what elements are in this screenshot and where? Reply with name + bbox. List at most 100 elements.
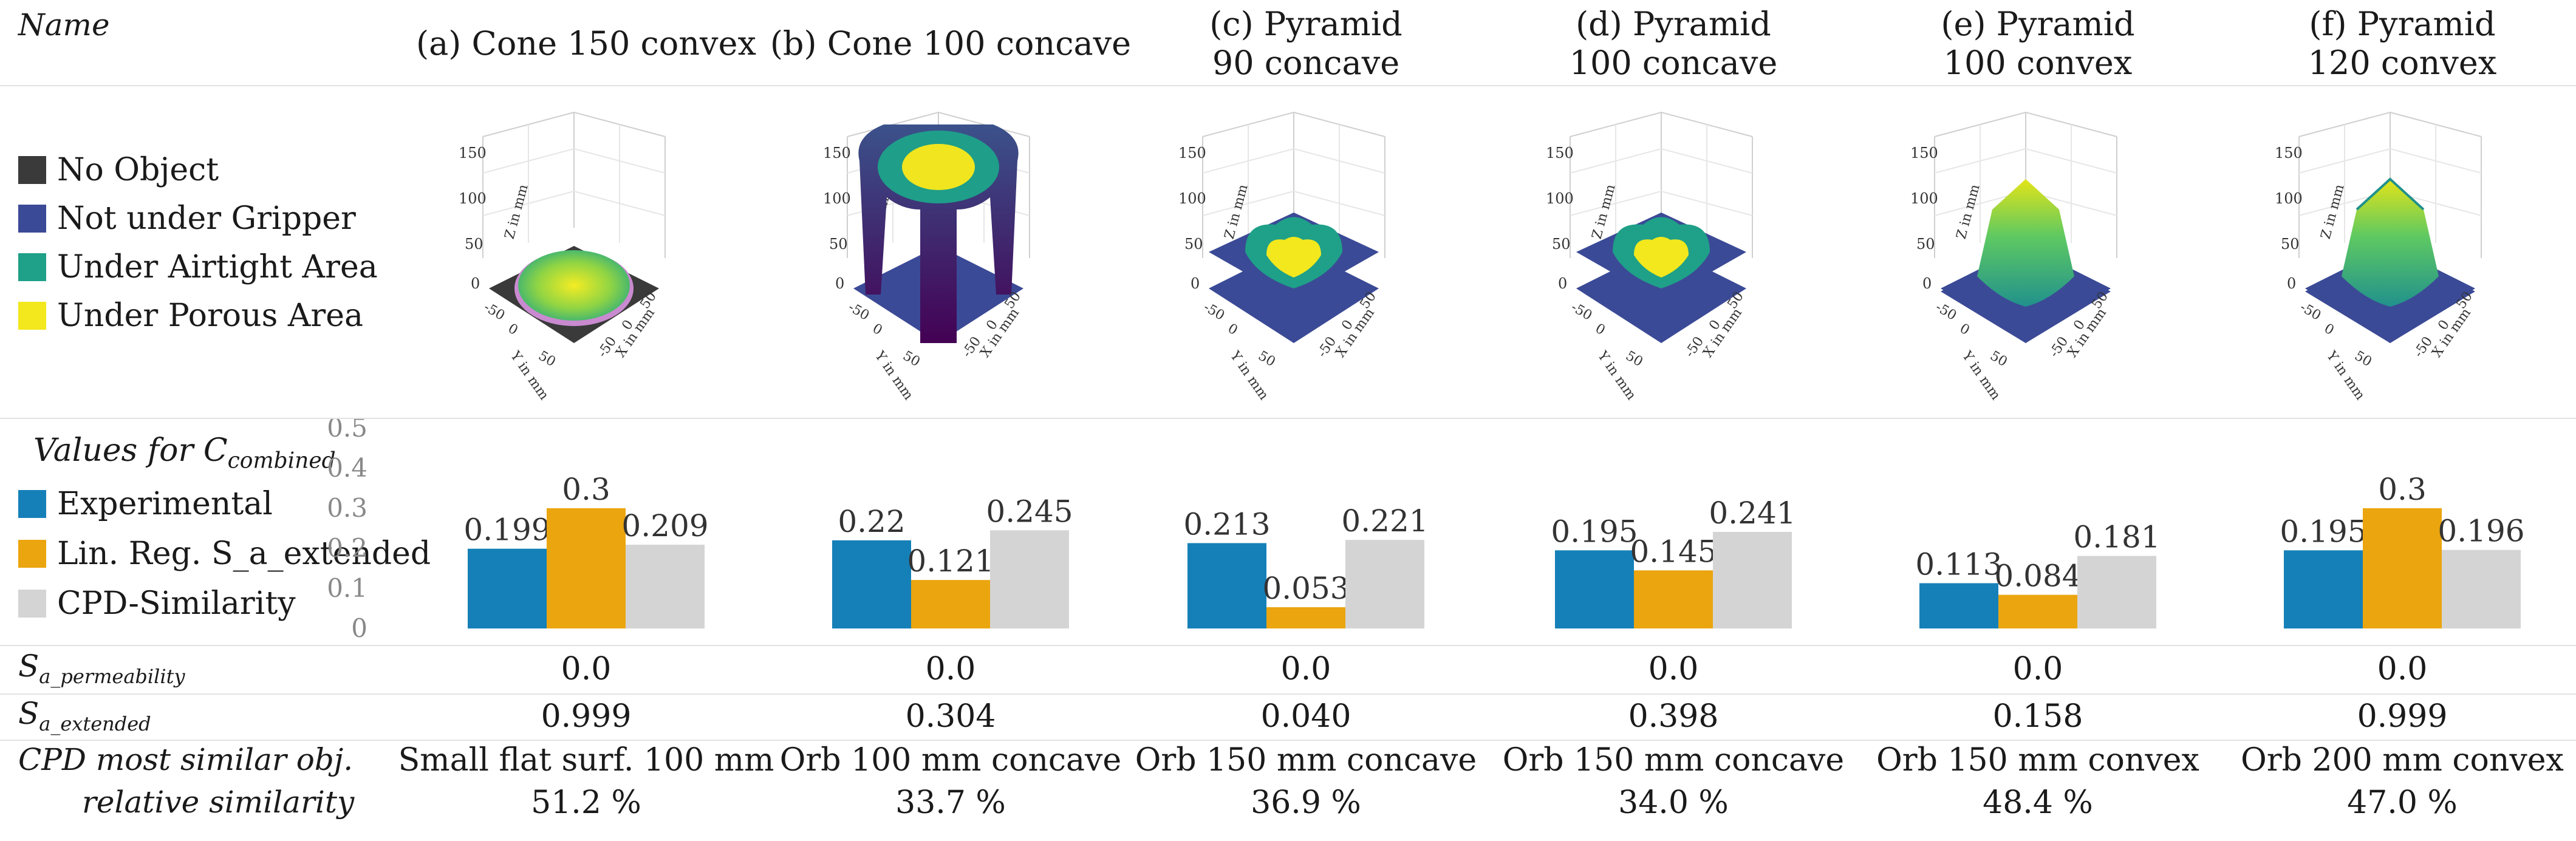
z-tick-0: 0	[835, 275, 844, 292]
bar-2-1	[990, 530, 1069, 628]
x-axis-label: X in mm	[1700, 305, 1745, 360]
bar-label-0-2: 0.213	[1183, 506, 1270, 542]
bar-label-2-2: 0.221	[1341, 503, 1428, 539]
legend-label-experimental: Experimental	[57, 486, 273, 522]
bar-0-0	[468, 548, 547, 628]
legend-swatch-no-object	[18, 156, 46, 184]
legend-linreg: Lin. Reg. S_a_extended	[18, 536, 431, 572]
plot-minor-grid	[1202, 124, 1385, 243]
divider-bars	[0, 645, 2576, 646]
bar-label-1-4: 0.084	[1994, 559, 2081, 594]
divider-plots	[0, 418, 2576, 419]
bar-2-0	[626, 545, 705, 628]
divider-s-perm	[0, 693, 2576, 695]
z-tick-150: 150	[2275, 145, 2303, 162]
cpd-object-4: Orb 150 mm convex	[1876, 742, 2199, 778]
z-tick-150: 150	[1910, 145, 1938, 162]
z-tick-100: 100	[1178, 190, 1206, 207]
bar-1-4	[1998, 594, 2077, 628]
legend-label-under-porous: Under Porous Area	[57, 298, 364, 334]
s-ext-value-3: 0.398	[1628, 698, 1719, 735]
s-ext-value-0: 0.999	[541, 698, 632, 735]
y-tick-pos: 50	[536, 349, 558, 370]
legend-under-porous: Under Porous Area	[18, 298, 363, 334]
cpd-similarity-1: 33.7 %	[895, 785, 1006, 821]
legend-swatch-not-under-gripper	[18, 205, 46, 233]
cpd-similarity-0: 51.2 %	[531, 785, 641, 821]
cone-concave-center	[902, 144, 975, 190]
z-tick-0: 0	[1558, 275, 1567, 292]
z-tick-100: 100	[1910, 190, 1938, 207]
bar-label-2-1: 0.245	[986, 494, 1073, 529]
y-tick-zero: 0	[1593, 321, 1608, 339]
z-tick-150: 150	[459, 145, 487, 162]
bar-label-1-1: 0.121	[907, 543, 994, 579]
z-tick-150: 150	[1178, 145, 1206, 162]
z-tick-100: 100	[459, 190, 487, 207]
header-name-label: Name	[18, 7, 110, 43]
z-tick-50: 50	[1916, 236, 1935, 253]
plot-grid-lines	[482, 111, 666, 258]
row-label-cpd-sim: relative similarity	[82, 785, 355, 820]
y-tick-neg: -50	[1933, 300, 1959, 324]
s-perm-value-2: 0.0	[1280, 651, 1331, 687]
column-title-2: (c) Pyramid 90 concave	[1209, 5, 1402, 82]
plot-grid-lines	[1570, 111, 1753, 258]
z-tick-0: 0	[2287, 275, 2296, 292]
pyramid-porous	[1266, 237, 1321, 277]
y-tick-label-5: 0.5	[327, 419, 367, 443]
bar-label-2-0: 0.209	[621, 508, 708, 543]
column-title-1: (b) Cone 100 concave	[770, 24, 1132, 63]
y-tick-label-3: 0.3	[327, 493, 367, 523]
y-tick-pos: 50	[1987, 349, 2010, 370]
plot-grid-lines	[1934, 111, 2117, 258]
z-axis-label: Z in mm	[502, 183, 531, 241]
y-tick-pos: 50	[1623, 349, 1645, 370]
column-title-5: (f) Pyramid 120 convex	[2308, 5, 2497, 82]
cpd-similarity-3: 34.0 %	[1618, 785, 1729, 821]
legend-label-linreg: Lin. Reg. S_a_extended	[57, 536, 431, 572]
bar-label-2-3: 0.241	[1709, 495, 1795, 531]
bar-label-1-0: 0.3	[562, 472, 610, 507]
s-ext-value-2: 0.040	[1260, 698, 1351, 735]
bar-0-4	[1919, 583, 1998, 628]
pyramid-convex	[1977, 179, 2074, 307]
row-label-s-ext: Sa_extended	[18, 696, 151, 735]
z-tick-50: 50	[2281, 236, 2300, 253]
bar-label-0-0: 0.199	[463, 512, 550, 548]
plot-grid-lines	[1202, 111, 1385, 258]
divider-s-ext	[0, 740, 2576, 741]
bar-1-1	[911, 580, 990, 628]
z-tick-0: 0	[1191, 275, 1200, 292]
y-tick-neg: -50	[1568, 300, 1594, 324]
z-axis-label: Z in mm	[1222, 183, 1251, 241]
cone-surface	[518, 250, 630, 321]
plot-grid-lines	[2298, 111, 2482, 258]
s-perm-value-5: 0.0	[2377, 651, 2428, 687]
legend-swatch-experimental	[18, 490, 46, 518]
legend-swatch-linreg	[18, 540, 46, 568]
s-ext-value-4: 0.158	[1992, 698, 2083, 735]
column-title-0: (a) Cone 150 convex	[416, 24, 756, 63]
cpd-similarity-2: 36.9 %	[1251, 785, 1361, 821]
bar-chart: 0 0.1 0.2 0.3 0.4 0.5 0.199 0.3 0.209 0.220.121 0.…	[327, 419, 2524, 643]
plot-minor-grid	[2298, 124, 2482, 243]
bar-label-0-1: 0.22	[838, 504, 905, 539]
s-perm-value-0: 0.0	[561, 651, 612, 687]
plot-minor-grid	[482, 124, 666, 243]
y-tick-label-0: 0	[351, 613, 367, 643]
pyramid-convex	[2342, 179, 2439, 307]
cpd-object-0: Small flat surf. 100 mm	[398, 742, 774, 778]
bar-label-1-5: 0.3	[2378, 472, 2427, 507]
cpd-object-1: Orb 100 mm concave	[779, 742, 1122, 778]
x-axis-label: X in mm	[613, 305, 658, 360]
bar-label-2-5: 0.196	[2438, 514, 2524, 549]
plot-minor-grid	[1570, 124, 1753, 243]
pyramid-porous	[1634, 237, 1689, 277]
y-tick-neg: -50	[1201, 300, 1227, 324]
bar-0-2	[1187, 543, 1266, 628]
